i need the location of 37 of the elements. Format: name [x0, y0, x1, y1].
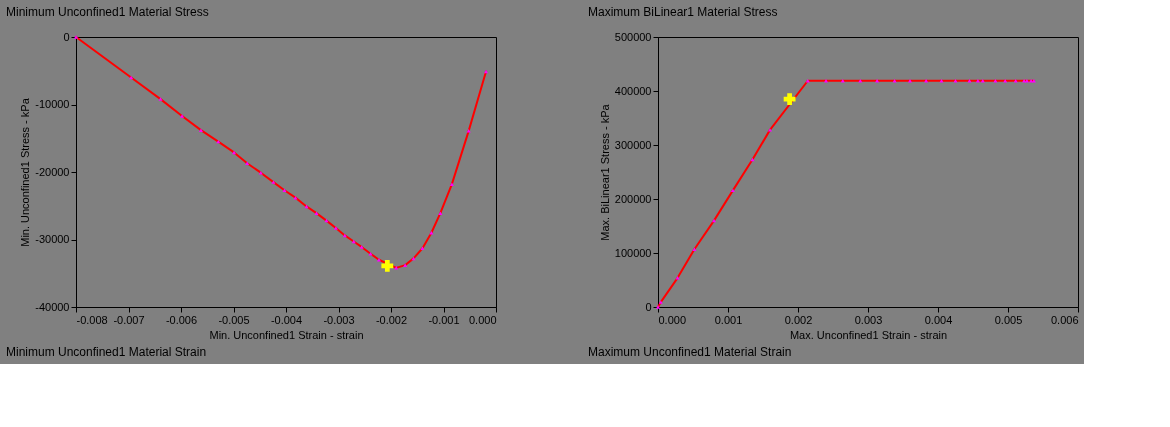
x-tick-label: -0.005 [218, 313, 250, 326]
y-axis-title: Max. BiLinear1 Stress - kPa [598, 103, 611, 241]
y-tick-label: 400000 [614, 84, 652, 97]
x-axis-title: Min. Unconfined1 Strain - strain [209, 328, 364, 341]
y-tick-label: 100000 [614, 246, 652, 259]
x-tick-label: -0.003 [323, 313, 355, 326]
y-tick-label: 200000 [614, 192, 652, 205]
x-tick-label: 0.001 [714, 313, 743, 326]
x-tick-label: 0.002 [784, 313, 813, 326]
y-tick-label: -20000 [35, 165, 70, 178]
chart-title: Maximum BiLinear1 Material Stress [588, 5, 778, 19]
x-axis-title: Max. Unconfined1 Strain - strain [789, 328, 948, 341]
x-tick-label: -0.004 [270, 313, 303, 326]
line-series [657, 79, 1035, 308]
x-tick-label: 0.000 [658, 313, 687, 326]
x-tick-label: 0.004 [924, 313, 953, 326]
x-tick-label: 0.003 [854, 313, 883, 326]
x-tick-label: -0.008 [76, 313, 108, 326]
x-tick-label: -0.001 [428, 313, 460, 326]
text: Maximum Unconfined1 Material Strain [588, 345, 792, 359]
y-tick-label: -10000 [35, 98, 70, 110]
x-tick-label: -0.002 [375, 313, 408, 326]
chart-title: Minimum Unconfined1 Material Stress [6, 5, 209, 19]
text: Minimum Unconfined1 Material Strain [6, 345, 207, 359]
y-tick-label: 300000 [614, 138, 652, 151]
y-axis-title: Min. Unconfined1 Stress - kPa [19, 97, 32, 247]
y-tick-label: -30000 [35, 233, 70, 245]
x-tick-label: -0.006 [165, 313, 198, 326]
y-tick-label: -40000 [35, 300, 70, 313]
y-tick-label: 0 [63, 30, 70, 43]
x-tick-label: -0.007 [113, 313, 145, 326]
x-tick-label: 0.005 [994, 313, 1023, 326]
y-tick-label: 0 [645, 300, 652, 313]
x-tick-label: 0.000 [468, 313, 497, 326]
y-tick-label: 500000 [614, 30, 652, 43]
line-series [75, 36, 488, 269]
x-tick-label: 0.006 [1050, 313, 1079, 326]
